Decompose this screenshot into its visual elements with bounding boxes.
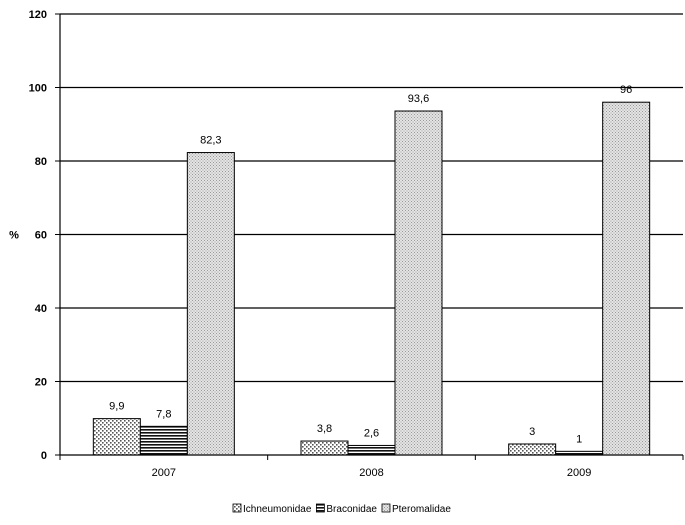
- bar-ichneumonidae-2009: [508, 443, 557, 456]
- y-tick-label: 100: [29, 83, 47, 95]
- y-tick-label: 80: [35, 156, 47, 168]
- y-tick-label: 60: [35, 230, 47, 242]
- data-label: 3: [529, 426, 535, 438]
- labels: 0 20 40 60 80 100 120% 9,9 7,8 82,3 2007 3,8 2,6 93,6…: [9, 9, 632, 479]
- data-label: 96: [620, 84, 632, 96]
- y-tick-label: 20: [35, 377, 47, 389]
- legend-entry: Ichneumonidae: [243, 504, 312, 515]
- grid-lines: [60, 13, 683, 383]
- bar-braconidae-2008: [347, 444, 396, 456]
- bars: [92, 101, 651, 456]
- legend: Ichneumonidae Braconidae Pteromalidae: [232, 503, 451, 515]
- data-label: 82,3: [200, 135, 221, 147]
- y-tick-label: 40: [35, 303, 47, 315]
- bar-braconidae-2007: [139, 425, 188, 456]
- y-axis-label: %: [9, 230, 19, 242]
- data-label: 3,8: [317, 423, 332, 435]
- legend-swatch: [232, 503, 242, 513]
- data-label: 9,9: [109, 401, 124, 413]
- y-tick-label: 0: [41, 450, 47, 462]
- y-tick-label: 120: [29, 9, 47, 21]
- data-label: 93,6: [408, 93, 429, 105]
- bar-pteromalidae-2007: [186, 152, 235, 456]
- data-label: 7,8: [156, 408, 171, 420]
- bar-ichneumonidae-2008: [300, 440, 349, 456]
- bar-pteromalidae-2009: [602, 101, 651, 456]
- legend-swatch: [315, 503, 325, 513]
- data-label: 1: [576, 433, 582, 445]
- x-tick-label: 2008: [359, 467, 383, 479]
- bar-pteromalidae-2008: [394, 110, 443, 456]
- bar-ichneumonidae-2007: [92, 418, 141, 456]
- legend-entry: Pteromalidae: [392, 504, 451, 515]
- x-tick-label: 2009: [567, 467, 591, 479]
- data-label: 2,6: [364, 427, 379, 439]
- legend-swatch: [381, 503, 391, 513]
- axes: [55, 13, 684, 460]
- x-tick-label: 2007: [152, 467, 176, 479]
- legend-entry: Braconidae: [326, 504, 377, 515]
